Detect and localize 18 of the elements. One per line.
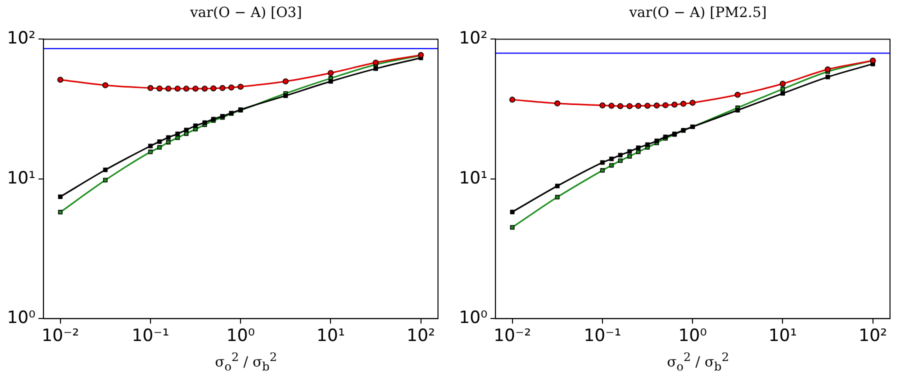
x-tick-label: 10⁻¹ — [584, 326, 622, 346]
y-tick-label: 10⁰ — [6, 308, 36, 328]
x-tick-label: 10¹ — [316, 326, 345, 346]
y-tick-label: 10¹ — [458, 168, 488, 188]
y-tick-label: 10² — [6, 28, 36, 49]
x-tick-label: 10¹ — [768, 326, 797, 346]
y-tick-label: 10² — [458, 28, 488, 49]
y-tick-label: 10⁰ — [458, 308, 488, 328]
y-tick-label: 10¹ — [6, 168, 36, 188]
x-tick-label: 10² — [406, 326, 436, 346]
x-tick-label: 10⁻² — [42, 326, 80, 346]
x-tick-label: 10⁻¹ — [132, 326, 170, 346]
chart-title: var(O − A) [PM2.5] — [628, 4, 768, 23]
x-tick-label: 10⁰ — [226, 326, 255, 346]
x-tick-label: 10² — [858, 326, 888, 346]
x-tick-label: 10⁻² — [494, 326, 532, 346]
x-tick-label: 10⁰ — [678, 326, 707, 346]
chart-title: var(O − A) [O3] — [189, 4, 303, 23]
